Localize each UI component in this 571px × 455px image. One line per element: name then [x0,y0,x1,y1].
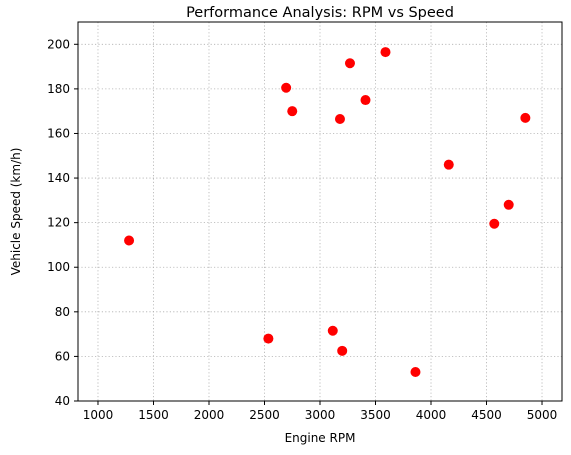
data-point [337,345,348,356]
data-point [344,58,355,69]
data-point [287,106,298,117]
x-tick-label: 2000 [194,408,225,422]
data-point [410,367,421,378]
x-tick-label: 3000 [305,408,336,422]
y-tick-label: 60 [55,349,70,363]
y-tick-label: 100 [47,260,70,274]
x-tick-label: 2500 [249,408,280,422]
data-point [503,199,514,210]
y-tick-label: 200 [47,37,70,51]
data-point [489,218,500,229]
y-tick-label: 120 [47,216,70,230]
data-point [124,235,135,246]
data-point [263,333,274,344]
chart-title: Performance Analysis: RPM vs Speed [186,5,454,21]
x-tick-label: 1000 [83,408,114,422]
y-tick-label: 180 [47,82,70,96]
y-axis-label: Vehicle Speed (km/h) [9,148,23,276]
data-point [327,325,338,336]
x-axis: 1000 1500 2000 2500 3000 3500 4000 4500 5000 [83,401,558,422]
y-tick-label: 80 [55,305,70,319]
grid-layer [78,22,562,402]
x-tick-label: 3500 [360,408,391,422]
points-layer [124,47,531,378]
data-point [334,113,345,124]
x-tick-label: 4500 [471,408,502,422]
y-tick-label: 140 [47,171,70,185]
x-tick-label: 4000 [416,408,447,422]
y-axis: 40 60 80 100 120 140 160 180 200 [47,37,78,408]
x-tick-label: 1500 [138,408,169,422]
y-tick-label: 160 [47,126,70,140]
y-tick-label: 40 [55,394,70,408]
data-point [360,95,371,106]
data-point [380,47,391,58]
data-point [443,159,454,170]
x-axis-label: Engine RPM [285,431,356,445]
plot-frame [77,21,563,402]
x-tick-label: 5000 [527,408,558,422]
data-point [520,112,531,123]
data-point [281,82,292,93]
